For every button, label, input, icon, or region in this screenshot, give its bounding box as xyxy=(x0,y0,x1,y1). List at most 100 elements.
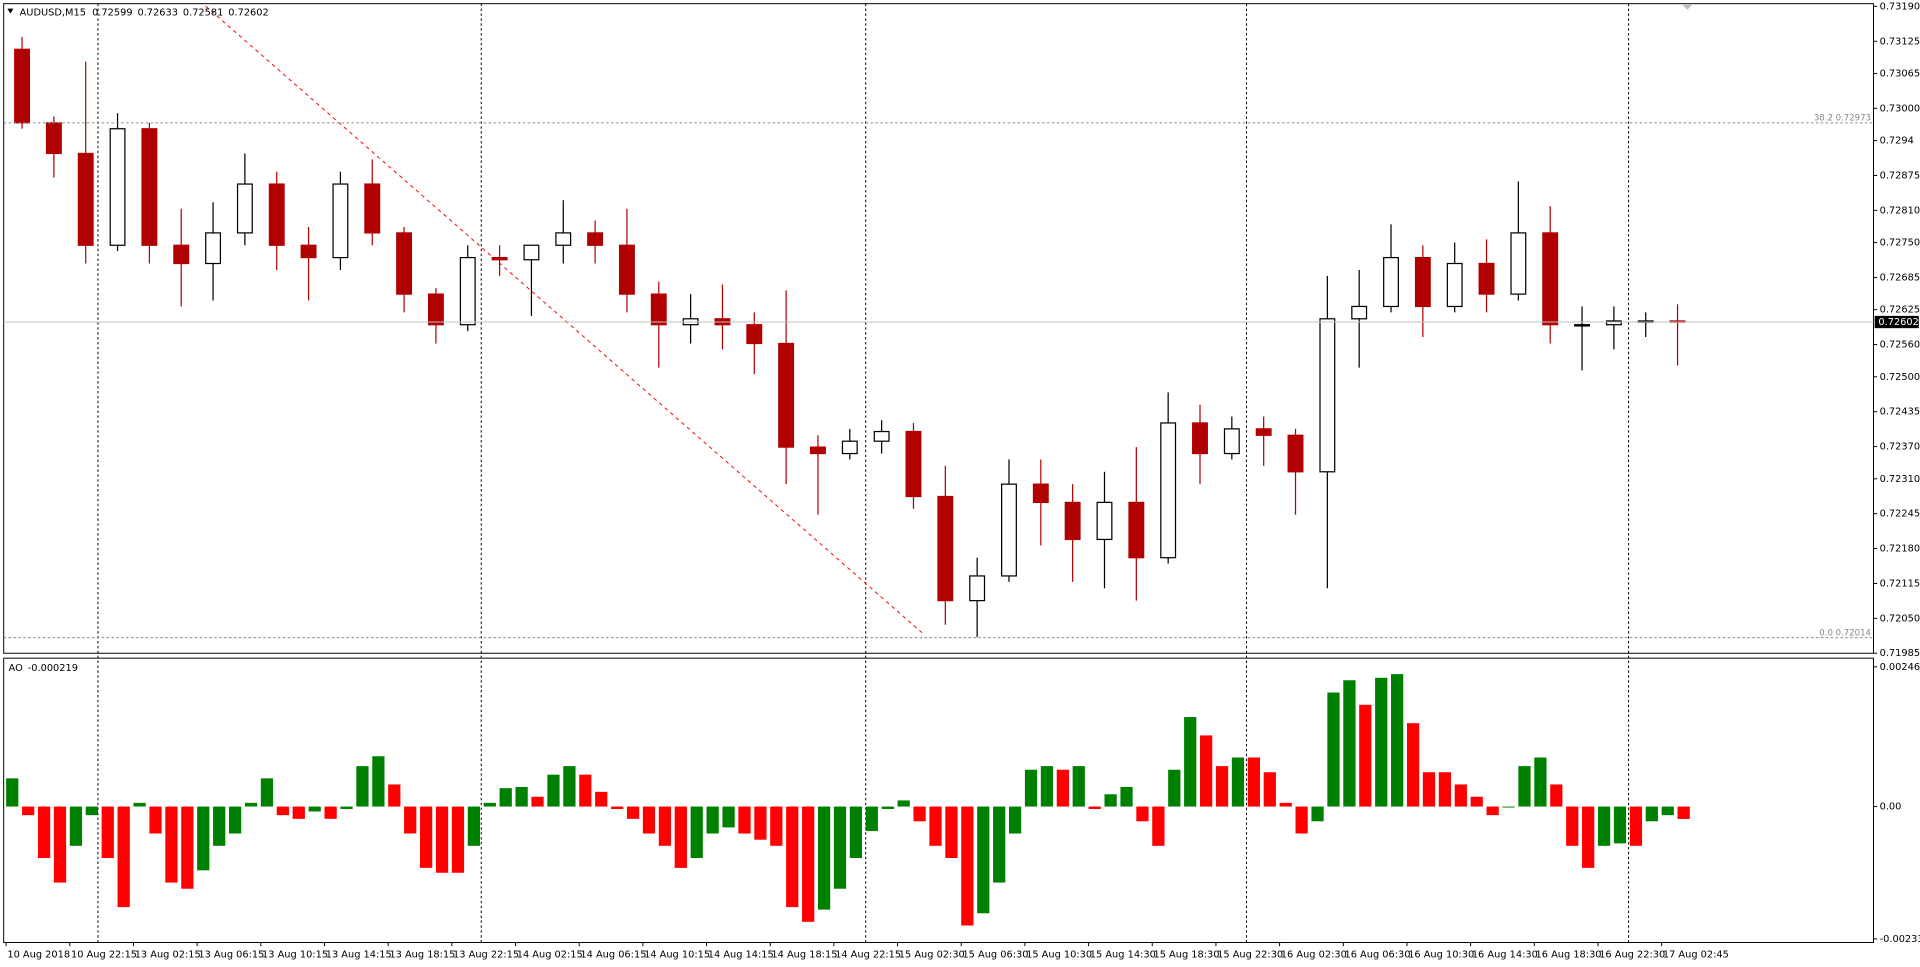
x-tick-label: 15 Aug 06:30 xyxy=(962,950,1028,961)
candle-body xyxy=(873,430,890,442)
y-tick-label: 0.72310 xyxy=(1880,474,1920,485)
ao-bar xyxy=(1661,806,1674,816)
x-tick-label: 15 Aug 02:30 xyxy=(899,950,965,961)
candle-body xyxy=(1064,501,1081,541)
ao-bar xyxy=(260,778,274,807)
candle-body xyxy=(1414,256,1431,308)
candle-body xyxy=(45,122,62,155)
ao-bar xyxy=(1597,806,1611,846)
x-tick-label: 17 Aug 02:45 xyxy=(1663,950,1729,961)
ao-bar xyxy=(961,806,974,926)
candle-body xyxy=(1255,428,1272,436)
ao-bar xyxy=(547,774,560,807)
y-tick-label: 0.72750 xyxy=(1880,238,1920,249)
candle-body xyxy=(1223,428,1240,455)
ao-bar xyxy=(1008,806,1022,834)
x-tick-label: 16 Aug 02:30 xyxy=(1281,950,1347,961)
ao-bar xyxy=(865,806,878,832)
open-value: 0.72599 xyxy=(92,7,132,18)
ao-bar xyxy=(85,806,98,816)
ao-bar xyxy=(1359,704,1372,807)
candle-body xyxy=(491,256,508,261)
low-value: 0.72581 xyxy=(183,7,223,18)
candle-body xyxy=(1160,422,1177,559)
ao-bar xyxy=(881,806,894,809)
ao-bar xyxy=(1056,769,1069,807)
ao-header: AO -0.000219 xyxy=(9,663,78,674)
ao-bar xyxy=(276,806,289,816)
candle-body xyxy=(618,244,635,295)
ao-bar xyxy=(1629,806,1643,846)
ao-bar xyxy=(1566,806,1579,846)
ao-bar xyxy=(1104,794,1117,807)
ao-bar xyxy=(945,806,958,859)
ao-bar xyxy=(324,806,337,819)
x-tick-label: 16 Aug 06:30 xyxy=(1344,950,1410,961)
ao-bar xyxy=(1582,806,1595,868)
ao-bar xyxy=(929,806,942,846)
ao-bar xyxy=(977,806,990,914)
ao-bar xyxy=(133,802,146,807)
ao-bar xyxy=(1470,796,1483,807)
candle-body xyxy=(746,324,763,345)
ao-bar xyxy=(69,806,83,846)
ao-bar xyxy=(786,806,799,908)
ao-bar xyxy=(1152,806,1165,846)
shift-marker xyxy=(1682,4,1693,10)
ao-bar xyxy=(1120,786,1133,807)
ao-bar xyxy=(1375,677,1388,807)
ao-bar xyxy=(117,806,130,908)
candle-body xyxy=(141,128,158,246)
ao-bar xyxy=(197,806,210,871)
ao-bar xyxy=(626,806,640,819)
ao-bar xyxy=(1247,757,1260,807)
ao-bar xyxy=(228,806,242,834)
ao-bar xyxy=(658,806,672,846)
ao-bar xyxy=(1486,806,1499,816)
ao-bar xyxy=(722,806,735,828)
symbol-menu-arrow[interactable] xyxy=(7,8,14,14)
ao-bar xyxy=(244,802,258,807)
x-tick-label: 14 Aug 06:15 xyxy=(580,950,646,961)
ao-bar xyxy=(22,806,35,816)
y-tick-label: 0.72370 xyxy=(1880,442,1920,453)
ao-bar xyxy=(1231,757,1245,807)
x-tick-label: 16 Aug 14:30 xyxy=(1472,950,1538,961)
ao-bar xyxy=(674,806,687,868)
ao-bar xyxy=(149,806,162,834)
ao-bar xyxy=(1184,717,1197,807)
y-tick-label: 0.72810 xyxy=(1880,205,1920,216)
y-tick-label: 0.002467 xyxy=(1880,662,1920,673)
last-price-label: 0.72602 xyxy=(1878,317,1918,328)
y-tick-label: 0.72625 xyxy=(1880,305,1920,316)
y-tick-label: 0.72245 xyxy=(1880,509,1920,520)
y-tick-label: 0.72875 xyxy=(1880,170,1920,181)
ao-bar xyxy=(690,806,703,859)
ao-bar xyxy=(356,766,369,807)
candle-body xyxy=(1605,320,1622,326)
y-tick-label: 0.00 xyxy=(1880,802,1902,813)
candle-body xyxy=(1446,262,1463,308)
x-tick-label: 13 Aug 14:15 xyxy=(326,950,392,961)
ao-bar xyxy=(372,756,385,807)
high-value: 0.72633 xyxy=(137,7,177,18)
ao-bar xyxy=(897,800,910,807)
ao-title: AO xyxy=(9,663,24,674)
x-tick-label: 13 Aug 18:15 xyxy=(389,950,455,961)
candle-body xyxy=(14,48,30,124)
candle-body xyxy=(1192,422,1208,455)
candle-body xyxy=(1574,324,1590,327)
symbol-title: AUDUSD,M15 xyxy=(20,7,86,18)
ao-panel xyxy=(3,657,1874,943)
x-tick-label: 16 Aug 22:30 xyxy=(1599,950,1665,961)
y-tick-label: 0.72115 xyxy=(1880,578,1920,589)
candle-body xyxy=(937,495,954,602)
candle-body xyxy=(969,575,986,602)
x-tick-label: 13 Aug 22:15 xyxy=(453,950,519,961)
candle-body xyxy=(109,128,126,246)
candle-body xyxy=(1287,434,1304,473)
ao-bar xyxy=(181,806,194,889)
candle-body xyxy=(205,232,222,265)
chart-header: AUDUSD,M15 0.72599 0.72633 0.72581 0.72602 xyxy=(20,7,269,18)
